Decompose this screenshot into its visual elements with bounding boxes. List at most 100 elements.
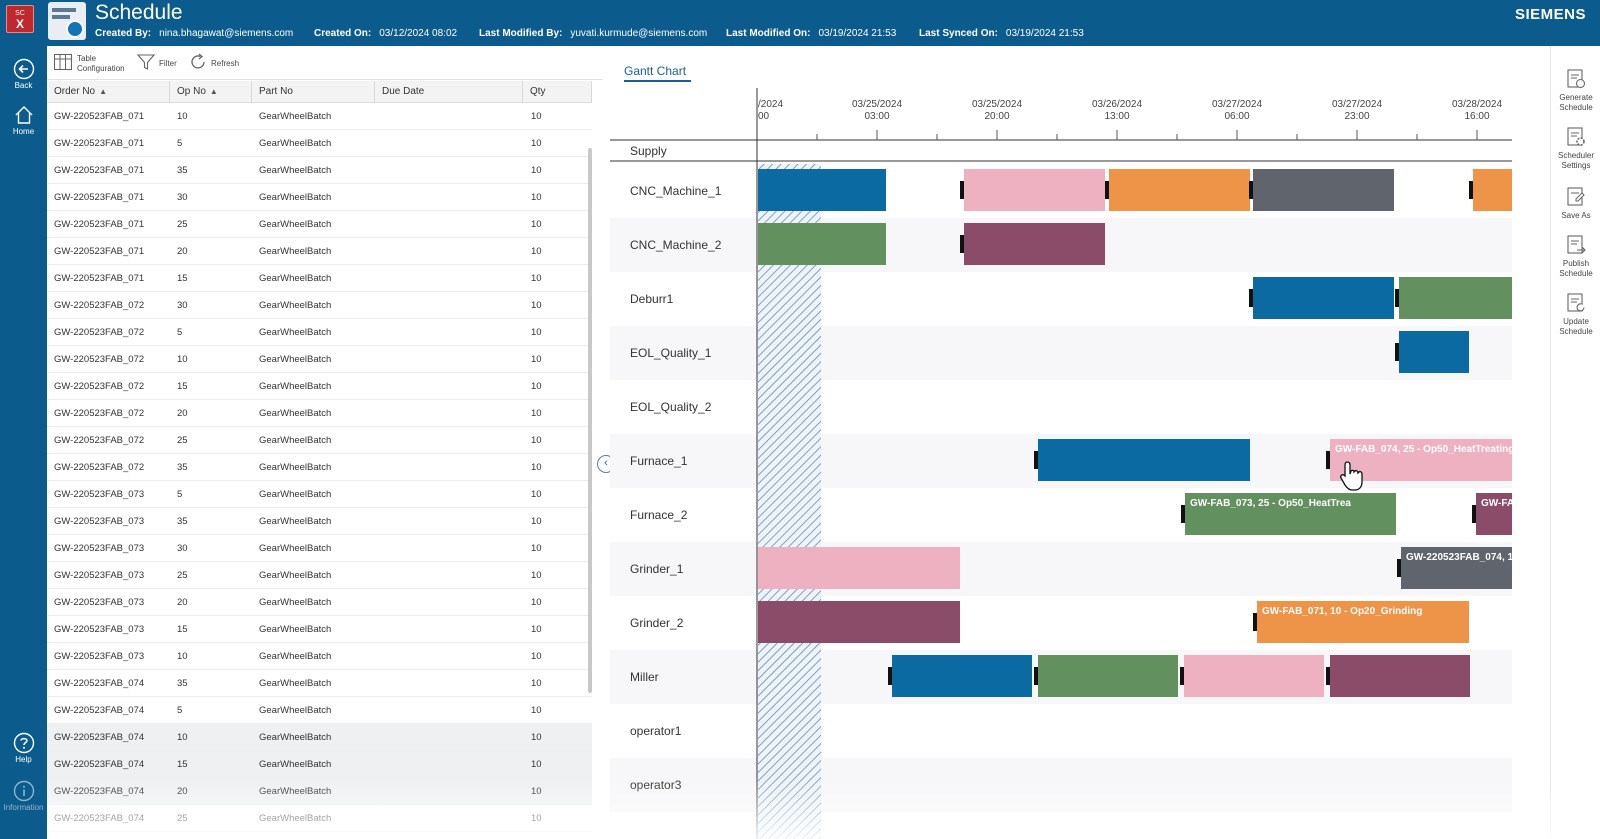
table-row[interactable]: GW-220523FAB_071 20 GearWheelBatch 10 xyxy=(47,238,592,265)
table-row[interactable]: GW-220523FAB_074 20 GearWheelBatch 10 xyxy=(47,778,592,805)
table-row[interactable]: GW-220523FAB_074 5 GearWheelBatch 10 xyxy=(47,697,592,724)
column-header-due-date[interactable]: Due Date xyxy=(375,81,523,103)
information-button[interactable]: Information xyxy=(0,780,47,812)
operation-bar[interactable] xyxy=(758,169,886,211)
table-row[interactable]: GW-220523FAB_073 10 GearWheelBatch 10 xyxy=(47,643,592,670)
operation-bar[interactable] xyxy=(1185,493,1396,535)
part-no-cell: GearWheelBatch xyxy=(259,381,332,392)
resource-label: CNC_Machine_1 xyxy=(630,184,722,198)
help-button[interactable]: Help xyxy=(0,732,47,764)
table-row[interactable]: GW-220523FAB_073 35 GearWheelBatch 10 xyxy=(47,508,592,535)
gantt-timeline[interactable]: /20240003/25/202403:0003/25/202420:0003/… xyxy=(610,46,1550,839)
operation-bar[interactable] xyxy=(1038,439,1250,481)
hand-cursor-icon xyxy=(1340,461,1363,491)
resource-label: operator1 xyxy=(630,724,682,738)
table-row[interactable]: GW-220523FAB_071 25 GearWheelBatch 10 xyxy=(47,211,592,238)
back-button[interactable]: Back xyxy=(0,58,47,90)
order-no-cell: GW-220523FAB_072 xyxy=(54,435,145,446)
table-row[interactable]: GW-220523FAB_073 5 GearWheelBatch 10 xyxy=(47,481,592,508)
home-button[interactable]: Home xyxy=(0,104,47,136)
qty-cell: 10 xyxy=(531,759,542,770)
operation-bar[interactable] xyxy=(1109,169,1250,211)
operation-bar[interactable] xyxy=(1401,547,1512,589)
save-as-label: Save As xyxy=(1561,211,1591,220)
sort-icon: ▲︎ xyxy=(99,87,108,96)
op-no-cell: 35 xyxy=(177,165,188,176)
operation-bar[interactable] xyxy=(1330,655,1470,697)
op-no-cell: 35 xyxy=(177,462,188,473)
operation-start-marker xyxy=(1326,667,1330,685)
table-row[interactable]: GW-220523FAB_072 20 GearWheelBatch 10 xyxy=(47,400,592,427)
save-as-button[interactable]: Save As xyxy=(1551,186,1600,221)
operation-start-marker xyxy=(1034,451,1038,469)
column-header-qty[interactable]: Qty xyxy=(523,81,592,103)
table-configuration-label-2: Configuration xyxy=(77,64,125,73)
table-row[interactable]: GW-220523FAB_073 30 GearWheelBatch 10 xyxy=(47,535,592,562)
publish-schedule-button[interactable]: Publish Schedule xyxy=(1551,234,1600,279)
resource-label: CNC_Machine_2 xyxy=(630,238,722,252)
operation-bar[interactable] xyxy=(1399,331,1469,373)
table-row[interactable]: GW-220523FAB_071 30 GearWheelBatch 10 xyxy=(47,184,592,211)
table-row[interactable]: GW-220523FAB_072 25 GearWheelBatch 10 xyxy=(47,427,592,454)
qty-cell: 10 xyxy=(531,813,542,824)
table-row[interactable]: GW-220523FAB_072 5 GearWheelBatch 10 xyxy=(47,319,592,346)
refresh-label: Refresh xyxy=(211,59,240,68)
table-row[interactable]: GW-220523FAB_072 30 GearWheelBatch 10 xyxy=(47,292,592,319)
refresh-button[interactable]: Refresh xyxy=(188,52,248,76)
table-row[interactable]: GW-220523FAB_074 25 GearWheelBatch 10 xyxy=(47,805,592,832)
update-schedule-button[interactable]: Update Schedule xyxy=(1551,292,1600,337)
generate-schedule-button[interactable]: Generate Schedule xyxy=(1551,68,1600,113)
qty-cell: 10 xyxy=(531,570,542,581)
operation-bar[interactable] xyxy=(758,601,960,643)
schedule-sync-icon xyxy=(48,2,86,40)
operation-bar[interactable] xyxy=(1476,493,1512,535)
column-header-op-no[interactable]: Op No ▲︎ xyxy=(170,81,252,103)
part-no-cell: GearWheelBatch xyxy=(259,516,332,527)
tab-gantt-chart[interactable]: Gantt Chart xyxy=(624,64,687,78)
operation-bar[interactable] xyxy=(964,223,1105,265)
table-scrollbar[interactable] xyxy=(588,148,592,693)
operation-bar[interactable] xyxy=(1257,601,1469,643)
operation-bar[interactable] xyxy=(758,547,960,589)
table-row[interactable]: GW-220523FAB_071 10 GearWheelBatch 10 xyxy=(47,103,592,130)
table-row[interactable]: GW-220523FAB_072 15 GearWheelBatch 10 xyxy=(47,373,592,400)
filter-label: Filter xyxy=(159,59,177,68)
operation-bar[interactable] xyxy=(1253,277,1394,319)
operation-bar[interactable] xyxy=(1399,277,1512,319)
table-row[interactable]: GW-220523FAB_074 15 GearWheelBatch 10 xyxy=(47,751,592,778)
table-row[interactable]: GW-220523FAB_073 20 GearWheelBatch 10 xyxy=(47,589,592,616)
column-header-part-no[interactable]: Part No xyxy=(252,81,375,103)
table-header: Order No ▲︎ Op No ▲︎ Part No Due Date Qty xyxy=(47,81,592,103)
table-row[interactable]: GW-220523FAB_073 15 GearWheelBatch 10 xyxy=(47,616,592,643)
table-row[interactable]: GW-220523FAB_071 15 GearWheelBatch 10 xyxy=(47,265,592,292)
table-row[interactable]: GW-220523FAB_073 25 GearWheelBatch 10 xyxy=(47,562,592,589)
operation-bar[interactable] xyxy=(1473,169,1512,211)
operation-bar[interactable] xyxy=(758,223,886,265)
app-logo[interactable]: SC X xyxy=(6,5,34,33)
operation-bar[interactable] xyxy=(1038,655,1178,697)
part-no-cell: GearWheelBatch xyxy=(259,219,332,230)
operation-bar[interactable] xyxy=(892,655,1032,697)
op-no-cell: 20 xyxy=(177,408,188,419)
table-row[interactable]: GW-220523FAB_071 35 GearWheelBatch 10 xyxy=(47,157,592,184)
part-no-cell: GearWheelBatch xyxy=(259,759,332,770)
table-row[interactable]: GW-220523FAB_072 10 GearWheelBatch 10 xyxy=(47,346,592,373)
op-no-cell: 5 xyxy=(177,705,183,716)
column-header-order-no[interactable]: Order No ▲︎ xyxy=(47,81,170,103)
table-configuration-button[interactable]: Table Configuration xyxy=(53,52,133,76)
filter-button[interactable]: Filter xyxy=(136,52,182,76)
operation-bar[interactable] xyxy=(964,169,1105,211)
operation-bar[interactable] xyxy=(1184,655,1324,697)
timeline-date-label: 03/28/2024 xyxy=(1452,99,1502,110)
scheduler-settings-button[interactable]: Scheduler Settings xyxy=(1551,126,1600,171)
table-row[interactable]: GW-220523FAB_074 35 GearWheelBatch 10 xyxy=(47,670,592,697)
table-row[interactable]: GW-220523FAB_074 10 GearWheelBatch 10 xyxy=(47,724,592,751)
timeline-time-label: 00 xyxy=(758,111,770,122)
table-row[interactable]: GW-220523FAB_071 5 GearWheelBatch 10 xyxy=(47,130,592,157)
part-no-cell: GearWheelBatch xyxy=(259,246,332,257)
home-icon xyxy=(15,106,32,124)
operation-bar[interactable] xyxy=(1253,169,1394,211)
order-no-cell: GW-220523FAB_074 xyxy=(54,705,145,716)
table-row[interactable]: GW-220523FAB_072 35 GearWheelBatch 10 xyxy=(47,454,592,481)
part-no-cell: GearWheelBatch xyxy=(259,651,332,662)
